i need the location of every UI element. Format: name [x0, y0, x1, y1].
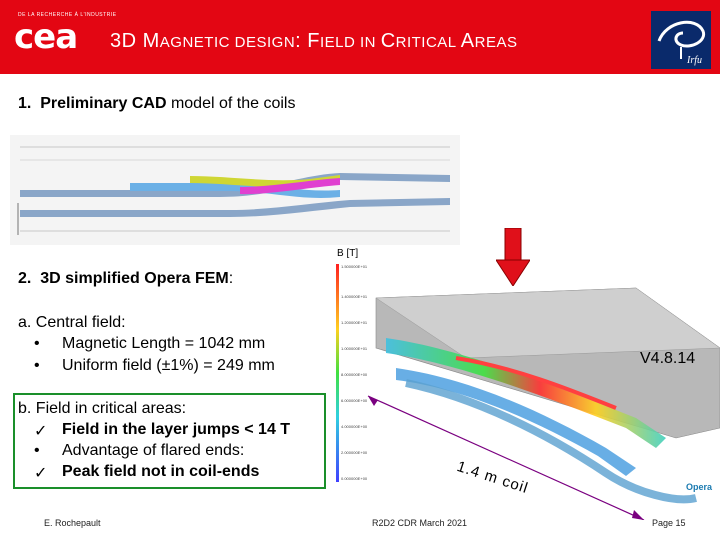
footer-event: R2D2 CDR March 2021	[372, 518, 468, 528]
critical-areas-box	[13, 393, 326, 489]
svg-text:8.000000E+00: 8.000000E+00	[341, 372, 368, 377]
svg-text:1.400000E+01: 1.400000E+01	[341, 294, 368, 299]
item-a-bullet-marker-2: •	[34, 357, 40, 374]
cea-logo: cea	[14, 17, 78, 57]
svg-text:Irfu: Irfu	[686, 55, 702, 66]
svg-text:Opera: Opera	[686, 482, 713, 492]
svg-text:6.000000E+00: 6.000000E+00	[341, 398, 368, 403]
cea-tagline: DE LA RECHERCHE À L'INDUSTRIE	[18, 12, 117, 18]
slide-title: 3D MAGNETIC DESIGN: FIELD IN CRITICAL AR…	[110, 30, 518, 52]
svg-text:1.000000E+01: 1.000000E+01	[341, 346, 368, 351]
svg-text:1.500000E+01: 1.500000E+01	[341, 264, 368, 269]
cad-coil-model	[10, 135, 460, 245]
item-b-title: b. Field in critical areas:	[18, 400, 187, 417]
header-bar: DE LA RECHERCHE À L'INDUSTRIE cea 3D MAG…	[0, 0, 720, 74]
item-a-bullet-1: Magnetic Length = 1042 mm	[62, 335, 266, 352]
svg-text:2.000000E+00: 2.000000E+00	[341, 450, 368, 455]
item-a-bullet-2: Uniform field (±1%) = 249 mm	[62, 357, 275, 374]
colorbar-label: B [T]	[337, 248, 359, 259]
version-label: V4.8.14	[640, 350, 696, 367]
item-b-check-3: ✓	[34, 465, 48, 482]
item-a-bullet-marker-1: •	[34, 335, 40, 352]
irfu-logo: Irfu	[651, 11, 711, 69]
item-b-check-1: ✓	[34, 423, 48, 440]
section-2-heading: 2. 3D simplified Opera FEM:	[18, 270, 234, 287]
red-down-arrow	[496, 228, 530, 286]
section-1-heading: 1. Preliminary CAD model of the coils	[18, 95, 296, 112]
svg-text:4.000000E+00: 4.000000E+00	[341, 424, 368, 429]
item-b-bullet-1: Field in the layer jumps < 14 T	[62, 421, 291, 438]
item-b-bullet-marker-2: •	[34, 442, 40, 459]
opera-fem-field-plot: 1.500000E+01 1.400000E+01 1.200000E+01 1…	[336, 264, 720, 520]
colorbar	[336, 264, 339, 482]
svg-text:1.200000E+01: 1.200000E+01	[341, 320, 368, 325]
svg-text:0.000000E+00: 0.000000E+00	[341, 476, 368, 481]
footer-page: Page 15	[652, 518, 686, 528]
footer-author: E. Rochepault	[44, 518, 101, 528]
item-a-title: a. Central field:	[18, 314, 126, 331]
item-b-bullet-3: Peak field not in coil-ends	[62, 463, 260, 480]
item-b-bullet-2: Advantage of flared ends:	[62, 442, 245, 459]
